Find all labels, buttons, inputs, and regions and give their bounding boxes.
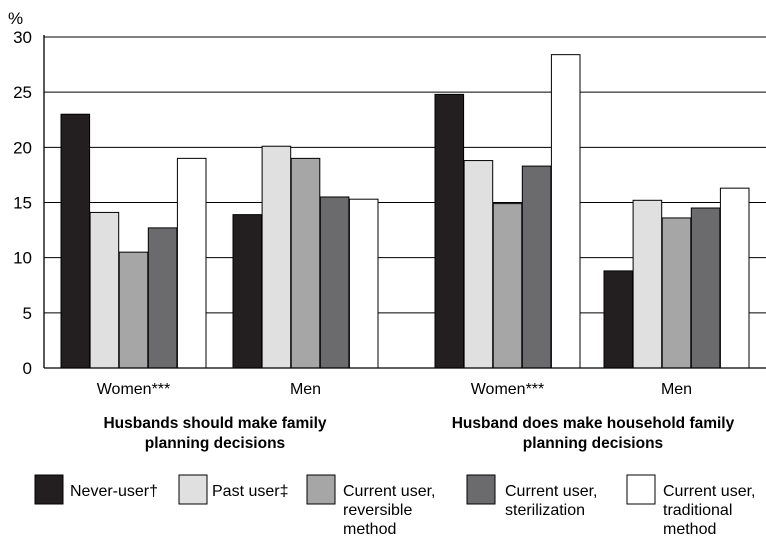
bar (719, 187, 750, 369)
bar (521, 165, 552, 369)
legend: Never-user† Past user‡ Current user, revers… (34, 474, 755, 538)
bar (661, 217, 692, 369)
bar (550, 54, 581, 369)
legend-label: reversible (343, 502, 412, 519)
bar (690, 207, 721, 369)
panel-labels: Husbands should make family planning deci… (103, 415, 734, 452)
bar (261, 145, 292, 369)
legend-swatch (626, 474, 656, 505)
legend-swatch (178, 474, 208, 505)
bar (147, 227, 178, 369)
legend-label: Current user, (505, 483, 597, 500)
legend-item: Current user, sterilization (466, 474, 597, 519)
panel-label: planning decisions (145, 435, 285, 452)
bar (603, 270, 634, 369)
legend-label: Past user‡ (212, 483, 288, 500)
bar (290, 157, 321, 369)
legend-label: method (343, 521, 396, 538)
y-tick-labels: 0 5 10 15 20 25 30 (13, 28, 32, 378)
legend-label: traditional (663, 502, 732, 519)
y-axis-label: % (8, 9, 23, 28)
legend-item: Current user, traditional method (626, 474, 755, 538)
legend-swatch (466, 474, 496, 505)
legend-label: method (663, 521, 716, 538)
legend-label: Never-user† (70, 483, 158, 500)
y-tick-label: 25 (13, 83, 32, 102)
panel-label: Husband does make household family (452, 415, 735, 432)
y-tick-label: 10 (13, 249, 32, 268)
bar (232, 214, 263, 369)
legend-label: Current user, (663, 483, 755, 500)
y-tick-label: 20 (13, 138, 32, 157)
category-label: Women*** (97, 381, 171, 398)
category-label: Men (290, 381, 321, 398)
y-tick-label: 5 (23, 304, 32, 323)
legend-label: sterilization (505, 502, 585, 519)
bar (632, 199, 663, 369)
bar (118, 251, 149, 369)
panel-label: planning decisions (523, 435, 663, 452)
category-label: Women*** (471, 381, 545, 398)
y-tick-label: 30 (13, 28, 32, 47)
y-tick-label: 15 (13, 194, 32, 213)
legend-swatch (306, 474, 336, 505)
axes: % (8, 9, 766, 369)
bar (319, 196, 350, 369)
bar (60, 113, 91, 369)
bars (60, 54, 750, 369)
legend-item: Current user, reversible method (306, 474, 435, 538)
legend-swatch (34, 474, 64, 505)
bar (89, 211, 120, 369)
y-tick-label: 0 (23, 359, 32, 378)
legend-label: Current user, (343, 483, 435, 500)
legend-item: Never-user† (34, 474, 158, 505)
category-label: Men (661, 381, 692, 398)
bar (176, 157, 207, 369)
bar (492, 203, 523, 369)
bar (348, 198, 379, 369)
bar (434, 93, 465, 369)
bar (463, 160, 494, 369)
group-labels: Women*** Men Women*** Men (97, 381, 692, 398)
legend-item: Past user‡ (178, 474, 288, 505)
panel-label: Husbands should make family (103, 415, 326, 432)
